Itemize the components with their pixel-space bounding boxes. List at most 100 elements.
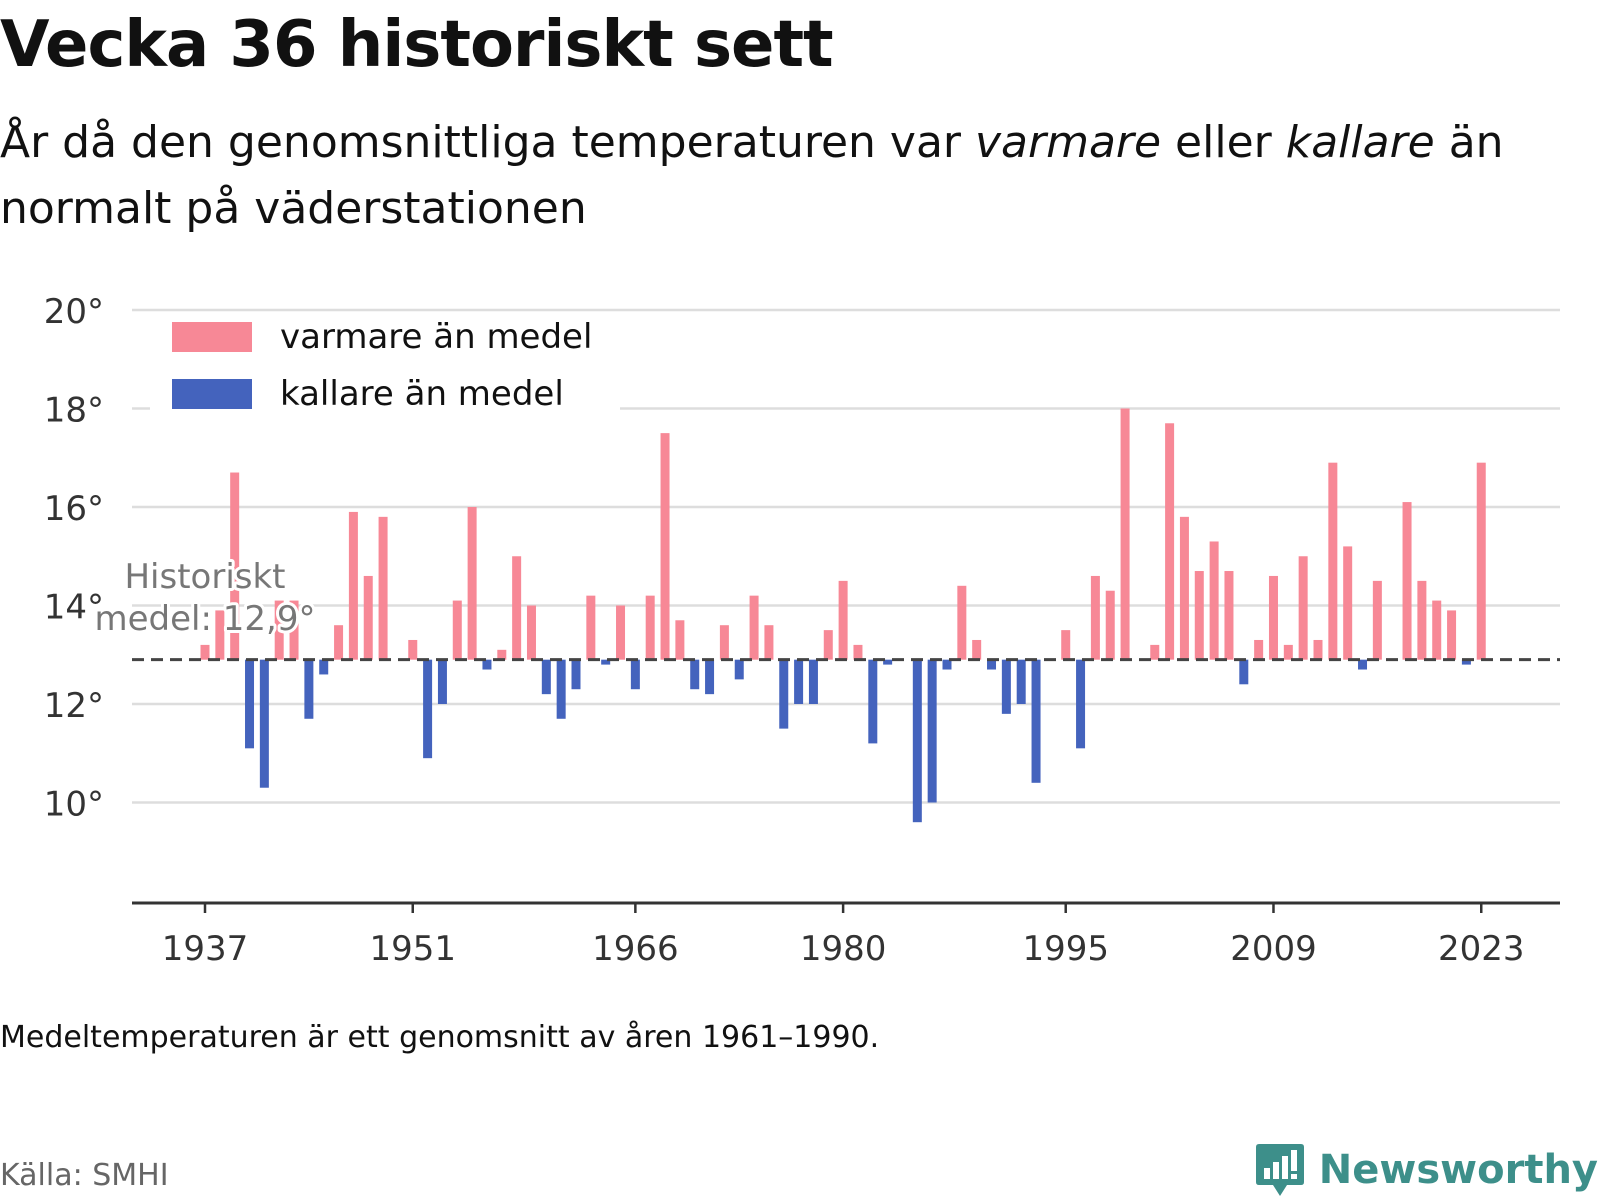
bar-2004 xyxy=(1194,571,1204,660)
newsworthy-logo-icon xyxy=(1255,1144,1304,1196)
subtitle-part3: än normalt på väderstationen xyxy=(0,117,1504,234)
bar-2012 xyxy=(1313,639,1323,660)
bar-2018 xyxy=(1402,502,1412,660)
bar-1978 xyxy=(808,659,818,704)
bar-2019 xyxy=(1417,580,1427,660)
bar-1943 xyxy=(289,600,299,660)
bar-1964 xyxy=(601,659,611,665)
bar-2010 xyxy=(1283,644,1293,660)
bar-2014 xyxy=(1343,546,1353,660)
bar-1996 xyxy=(1076,659,1086,749)
bar-1986 xyxy=(927,659,937,803)
bar-1952 xyxy=(423,659,433,759)
footnote: Medeltemperaturen är ett genomsnitt av å… xyxy=(0,1020,880,1055)
mean-label: Historiskt medel: 12,9° xyxy=(92,554,319,642)
y-tick-label: 16° xyxy=(44,489,104,529)
bar-1969 xyxy=(675,620,685,660)
legend-cold-swatch xyxy=(172,379,252,409)
bar-1945 xyxy=(319,659,329,675)
bar-1951 xyxy=(408,639,418,660)
legend-warm-label: varmare än medel xyxy=(280,317,592,357)
bar-2016 xyxy=(1372,580,1382,660)
bar-2015 xyxy=(1358,659,1368,670)
bar-2008 xyxy=(1254,639,1264,660)
bar-1953 xyxy=(437,659,447,704)
bar-1942 xyxy=(274,600,284,660)
bar-1981 xyxy=(853,644,863,660)
bar-1946 xyxy=(334,625,344,660)
bar-2001 xyxy=(1150,644,1160,660)
x-tick-label: 2009 xyxy=(1230,929,1317,969)
legend: varmare än medel kallare än medel xyxy=(150,313,620,433)
bar-1960 xyxy=(541,659,551,695)
bar-1993 xyxy=(1031,659,1041,783)
bar-1997 xyxy=(1090,575,1100,660)
newsworthy-logo-text: Newsworthy xyxy=(1318,1147,1598,1193)
bar-1959 xyxy=(526,605,536,660)
bar-1954 xyxy=(452,600,462,660)
bar-2007 xyxy=(1239,659,1249,685)
bar-1965 xyxy=(616,605,626,660)
y-axis-labels: 10° 12° 14° 16° 18° 20° xyxy=(44,292,104,825)
x-tick-label: 1980 xyxy=(800,929,887,969)
bar-1944 xyxy=(304,659,314,719)
bar-2003 xyxy=(1179,516,1189,660)
bar-1971 xyxy=(705,659,715,695)
bar-1972 xyxy=(719,625,729,660)
x-tick-label: 2023 xyxy=(1438,929,1525,969)
bar-chart: 10° 12° 14° 16° 18° 20° Historiskt medel: 12,… xyxy=(44,292,1560,969)
mean-label-line1: Historiskt xyxy=(124,557,285,597)
bar-1973 xyxy=(734,659,744,680)
bar-1967 xyxy=(645,595,655,660)
bar-1948 xyxy=(363,575,373,660)
x-tick-label: 1995 xyxy=(1022,929,1109,969)
subtitle-part2: eller xyxy=(1161,117,1286,168)
subtitle-part1: År då den genomsnittliga temperaturen va… xyxy=(0,117,975,168)
subtitle-cold-word: kallare xyxy=(1285,117,1435,168)
bar-2006 xyxy=(1224,571,1234,660)
x-axis-labels: 1937 1951 1966 1980 1995 2009 2023 xyxy=(162,903,1525,969)
subtitle-warm-word: varmare xyxy=(974,117,1162,168)
bar-1995 xyxy=(1061,630,1071,660)
bar-2013 xyxy=(1328,462,1338,660)
source-credit: Källa: SMHI xyxy=(0,1158,169,1193)
bar-1970 xyxy=(690,659,700,690)
bar-1982 xyxy=(868,659,878,744)
y-tick-label: 20° xyxy=(44,292,104,332)
bar-1987 xyxy=(942,659,952,670)
bar-1949 xyxy=(378,516,388,660)
bar-1962 xyxy=(571,659,581,690)
bar-2009 xyxy=(1268,575,1278,660)
bar-1985 xyxy=(912,659,922,823)
bar-2011 xyxy=(1298,556,1308,660)
subtitle: År då den genomsnittliga temperaturen va… xyxy=(0,110,1560,242)
bar-1939 xyxy=(230,472,240,660)
bar-2002 xyxy=(1165,423,1175,660)
bar-1966 xyxy=(630,659,640,690)
bar-2005 xyxy=(1209,541,1219,660)
bar-2023 xyxy=(1476,462,1486,660)
bar-2021 xyxy=(1447,610,1457,660)
bar-1958 xyxy=(512,556,522,660)
bar-1990 xyxy=(987,659,997,670)
bar-1961 xyxy=(556,659,566,719)
bar-1968 xyxy=(660,433,670,660)
bar-1989 xyxy=(972,639,982,660)
bar-1977 xyxy=(794,659,804,704)
bar-1998 xyxy=(1105,590,1115,660)
bar-1974 xyxy=(749,595,759,660)
bar-1983 xyxy=(883,659,893,665)
bar-1955 xyxy=(467,507,477,660)
bar-1957 xyxy=(497,649,507,660)
bar-1999 xyxy=(1120,408,1130,660)
bar-1991 xyxy=(1001,659,1011,714)
bar-1963 xyxy=(586,595,596,660)
page-title: Vecka 36 historiskt sett xyxy=(0,8,834,82)
bar-1988 xyxy=(957,585,967,660)
bar-1941 xyxy=(259,659,269,788)
y-tick-label: 18° xyxy=(44,391,104,431)
bar-1940 xyxy=(245,659,255,749)
bar-1956 xyxy=(482,659,492,670)
bar-1979 xyxy=(823,630,833,660)
y-tick-label: 12° xyxy=(44,686,104,726)
